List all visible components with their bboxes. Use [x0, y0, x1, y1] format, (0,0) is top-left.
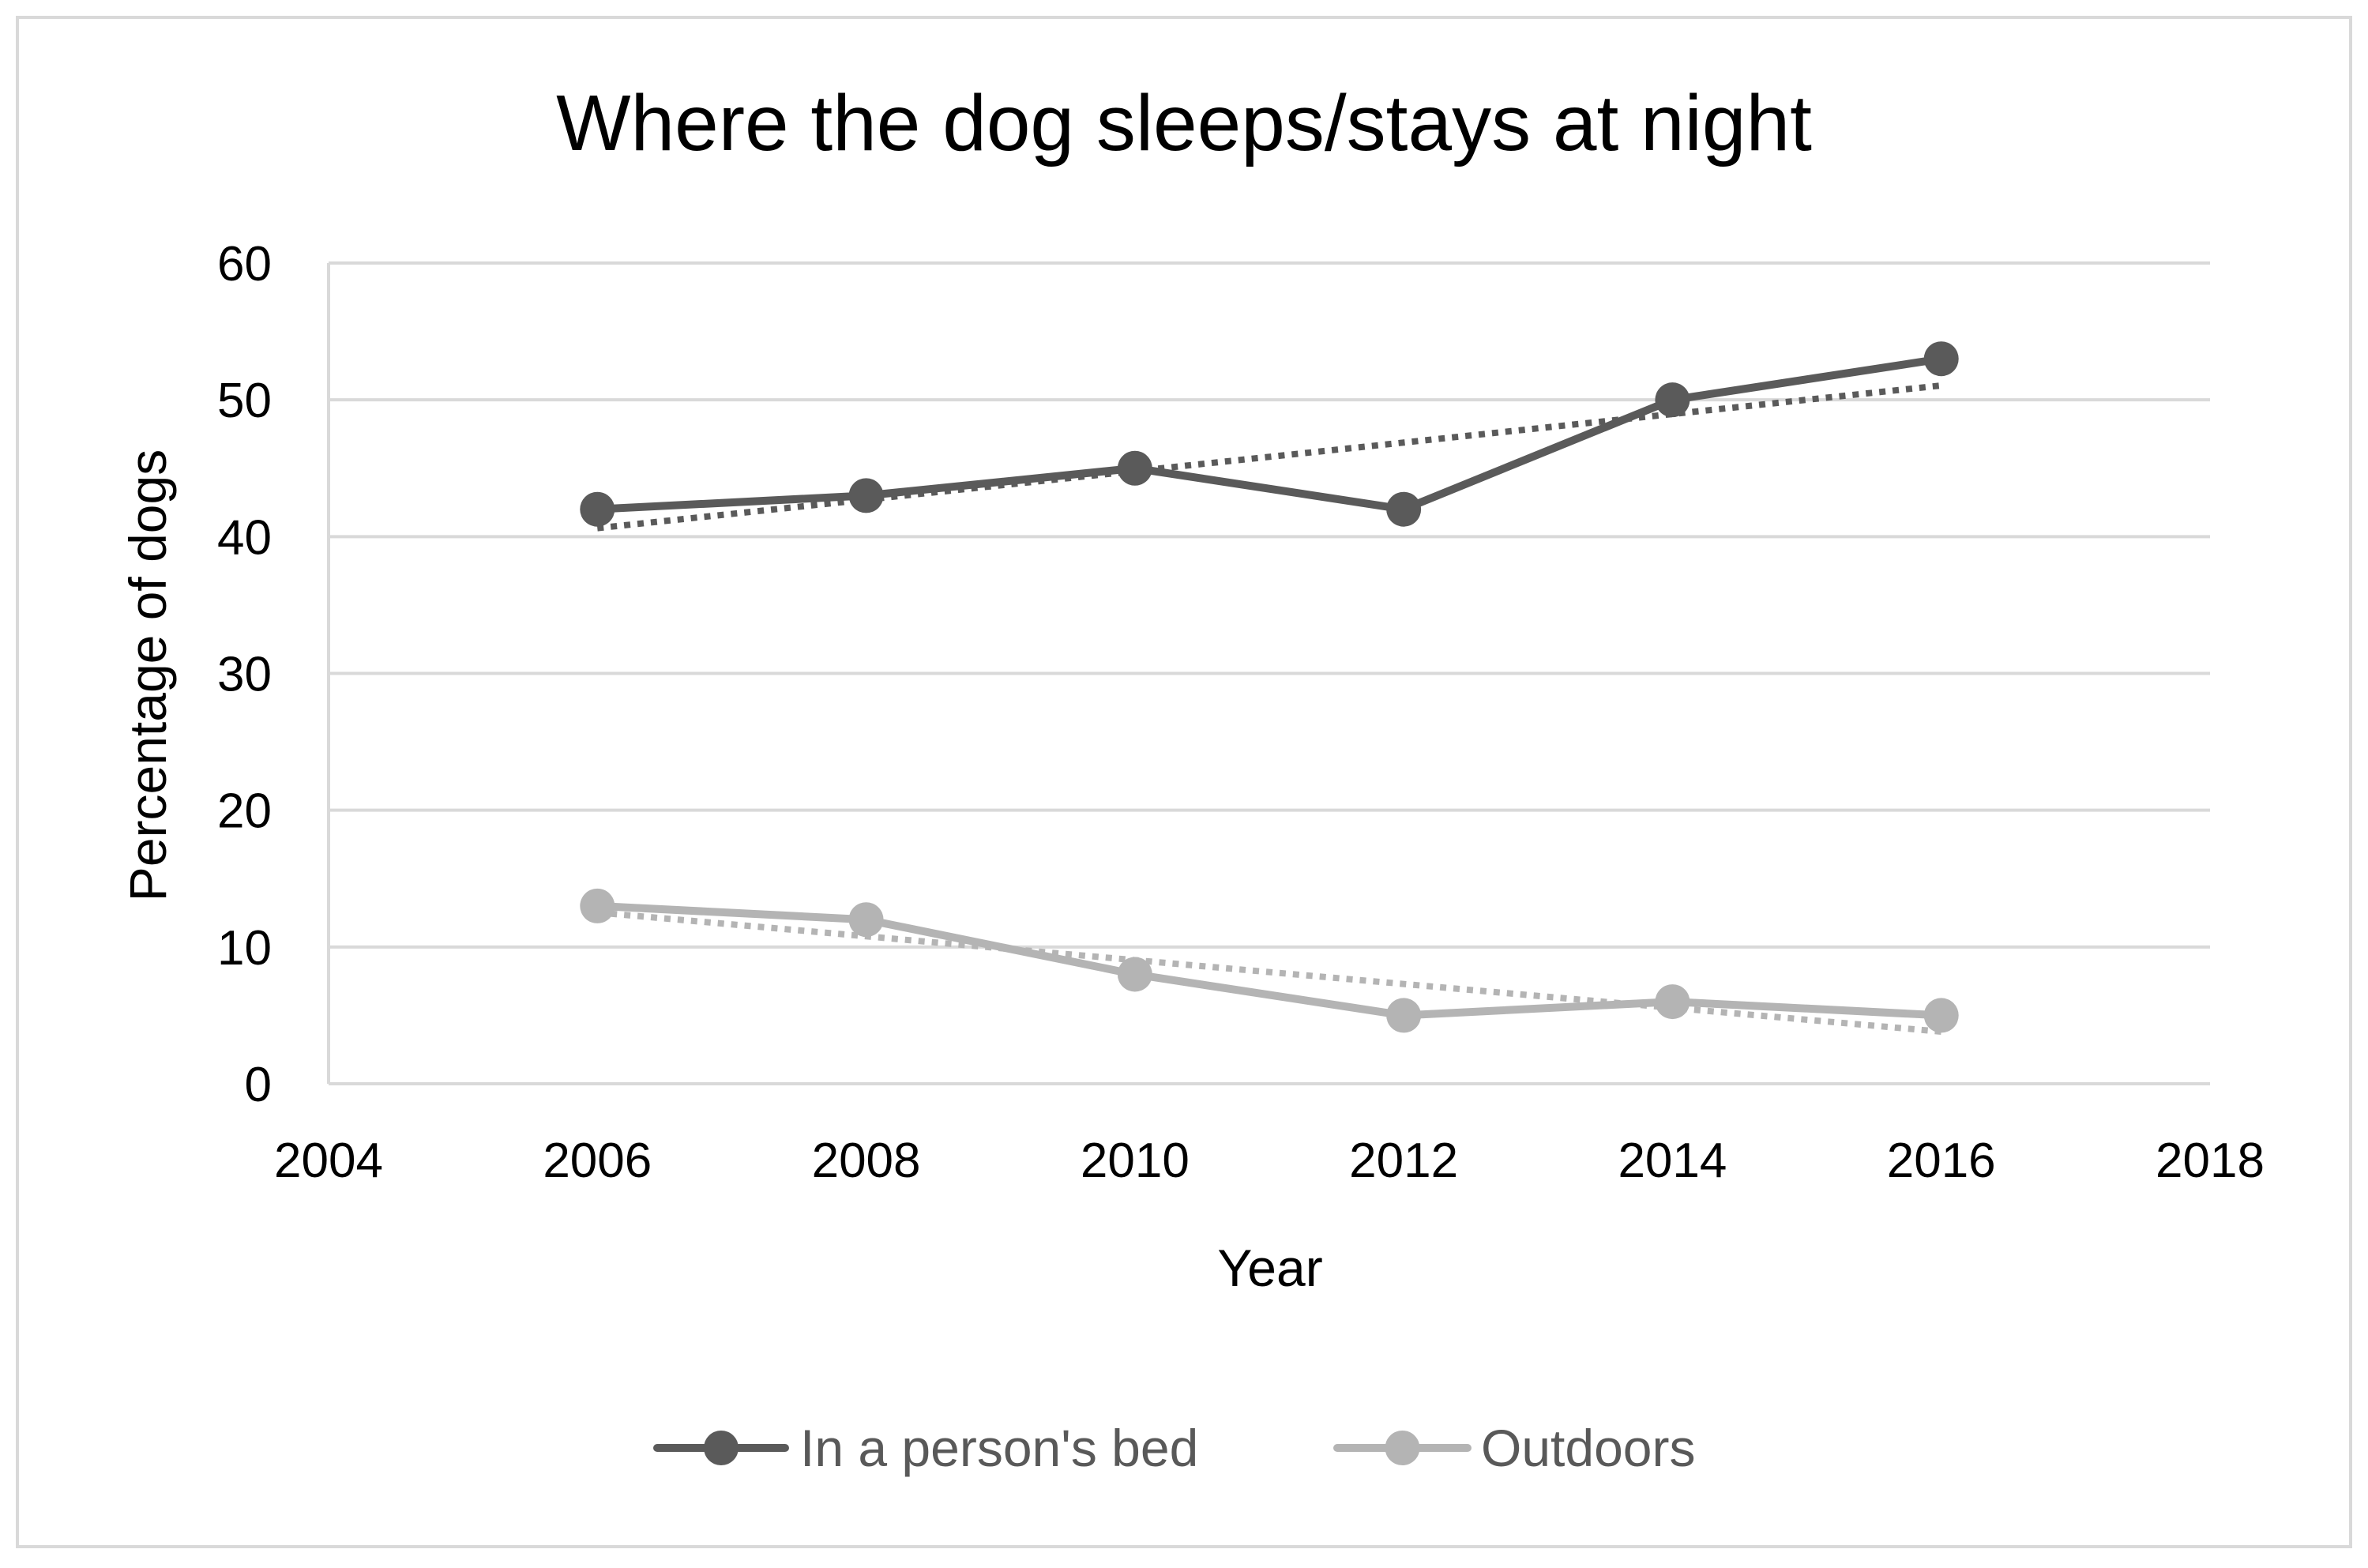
y-tick-label-10: 10 — [217, 921, 272, 976]
data-point-outdoors-2010 — [1117, 957, 1152, 992]
y-tick-label-60: 60 — [217, 237, 272, 291]
legend: In a person's bed Outdoors — [653, 1419, 1695, 1477]
data-point-in-a-person-s-bed-2012 — [1386, 491, 1422, 527]
x-tick-label-2004: 2004 — [274, 1134, 383, 1188]
y-tick-label-40: 40 — [217, 510, 272, 565]
legend-item-in-a-person-s-bed: In a person's bed — [653, 1419, 1198, 1477]
chart-title: Where the dog sleeps/stays at night — [556, 79, 1812, 167]
data-point-in-a-person-s-bed-2014 — [1655, 382, 1690, 418]
series-lines — [593, 355, 1945, 1020]
legend-label-in-a-person-s-bed: In a person's bed — [800, 1419, 1198, 1477]
data-points — [580, 341, 1959, 1033]
y-tick-label-30: 30 — [217, 648, 272, 702]
data-point-outdoors-2014 — [1655, 984, 1690, 1020]
data-point-outdoors-2016 — [1923, 998, 1959, 1033]
series-line-in-a-person-s-bed — [593, 355, 1945, 513]
legend-label-outdoors: Outdoors — [1481, 1419, 1695, 1477]
gridlines — [329, 261, 2210, 949]
data-point-outdoors-2012 — [1386, 998, 1422, 1033]
data-point-in-a-person-s-bed-2006 — [580, 491, 615, 527]
trendline-outdoors — [596, 909, 1942, 1036]
y-axis-title: Percentage of dogs — [118, 449, 177, 901]
x-tick-label-2008: 2008 — [812, 1134, 921, 1188]
y-tick-label-20: 20 — [217, 784, 272, 839]
trendline-in-a-person-s-bed — [596, 382, 1942, 532]
y-tick-label-50: 50 — [217, 374, 272, 428]
x-tick-label-2018: 2018 — [2156, 1134, 2265, 1188]
y-axis-tick-labels: 0 10 20 30 40 50 60 — [217, 237, 272, 1112]
data-point-in-a-person-s-bed-2010 — [1117, 450, 1152, 486]
data-point-outdoors-2008 — [848, 902, 884, 938]
trendlines — [596, 382, 1942, 1036]
x-tick-label-2012: 2012 — [1349, 1134, 1458, 1188]
series-line-outdoors — [593, 901, 1945, 1020]
chart-border — [16, 16, 2352, 1548]
data-point-outdoors-2006 — [580, 888, 615, 923]
x-tick-label-2006: 2006 — [543, 1134, 652, 1188]
legend-item-outdoors: Outdoors — [1333, 1419, 1695, 1477]
x-tick-label-2016: 2016 — [1887, 1134, 1996, 1188]
legend-swatch-marker-outdoors — [1385, 1431, 1420, 1465]
x-axis-tick-labels: 2004 2006 2008 2010 2012 2014 2016 2018 — [274, 1134, 2265, 1188]
y-tick-label-0: 0 — [245, 1058, 272, 1112]
x-tick-label-2010: 2010 — [1081, 1134, 1190, 1188]
x-axis-title: Year — [1217, 1239, 1322, 1297]
legend-swatch-marker-in-a-person-s-bed — [704, 1431, 739, 1465]
data-point-in-a-person-s-bed-2008 — [848, 478, 884, 513]
axes — [327, 263, 2210, 1085]
x-tick-label-2014: 2014 — [1618, 1134, 1727, 1188]
data-point-in-a-person-s-bed-2016 — [1923, 341, 1959, 377]
